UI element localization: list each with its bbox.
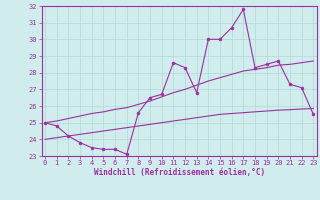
X-axis label: Windchill (Refroidissement éolien,°C): Windchill (Refroidissement éolien,°C) (94, 168, 265, 177)
